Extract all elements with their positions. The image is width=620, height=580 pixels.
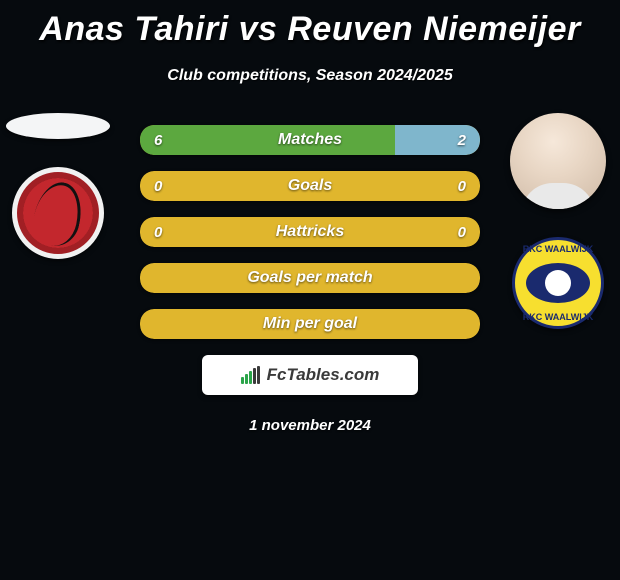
brand-bar-segment	[253, 368, 256, 384]
stat-row: 00Hattricks	[140, 217, 480, 247]
brand-bar-segment	[249, 371, 252, 384]
stat-bars: 62Matches 00Goals 00Hattricks Goals per mat…	[140, 125, 480, 339]
crest-left-flamingo-icon	[29, 178, 87, 250]
comparison-content: RKC WAALWIJK RKC WAALWIJK 62Matches 00Goa…	[0, 125, 620, 434]
crest-right-ball-icon	[545, 270, 571, 296]
stat-label: Min per goal	[140, 309, 480, 339]
stat-row: 62Matches	[140, 125, 480, 155]
footer-date: 1 november 2024	[0, 417, 620, 434]
stat-label: Goals per match	[140, 263, 480, 293]
brand-bar-segment	[245, 374, 248, 384]
club-crest-left	[12, 167, 104, 259]
club-crest-right: RKC WAALWIJK RKC WAALWIJK	[512, 237, 604, 329]
player-right-avatar	[510, 113, 606, 209]
brand-attribution: FcTables.com	[202, 355, 418, 395]
player-right-column: RKC WAALWIJK RKC WAALWIJK	[508, 113, 608, 329]
stat-label: Matches	[140, 125, 480, 155]
page-subtitle: Club competitions, Season 2024/2025	[0, 67, 620, 85]
brand-bar-segment	[241, 377, 244, 384]
stat-row: Goals per match	[140, 263, 480, 293]
brand-bars-icon	[241, 366, 261, 384]
crest-right-label-top: RKC WAALWIJK	[515, 244, 601, 254]
stat-label: Hattricks	[140, 217, 480, 247]
page-title: Anas Tahiri vs Reuven Niemeijer	[0, 0, 620, 49]
player-left-avatar-placeholder	[6, 113, 110, 139]
crest-right-label-bottom: RKC WAALWIJK	[515, 312, 601, 322]
brand-bar-segment	[257, 366, 260, 384]
stat-row: 00Goals	[140, 171, 480, 201]
stat-label: Goals	[140, 171, 480, 201]
brand-text: FcTables.com	[267, 365, 380, 385]
stat-row: Min per goal	[140, 309, 480, 339]
player-left-column	[8, 113, 108, 259]
